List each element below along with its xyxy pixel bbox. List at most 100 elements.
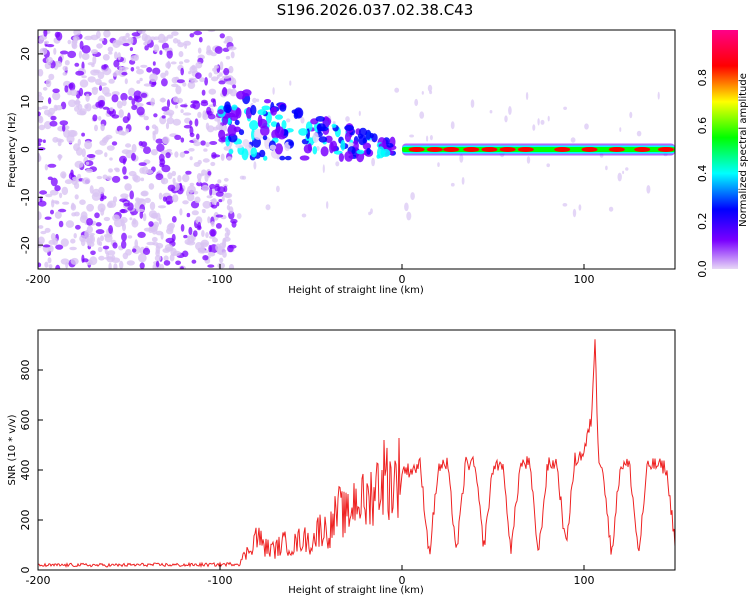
noise-blob xyxy=(196,181,203,187)
snr-x-ticks: -200 -100 0 100 xyxy=(26,565,595,587)
faint-blob xyxy=(504,115,508,123)
noise-blob xyxy=(100,123,105,132)
noise-blob xyxy=(178,51,184,58)
noise-blob xyxy=(183,150,190,154)
noise-blob xyxy=(165,61,172,69)
noise-blob xyxy=(94,149,103,155)
noise-blob xyxy=(115,168,120,173)
y-tick-label: 600 xyxy=(19,410,32,431)
onset-blob xyxy=(269,144,277,150)
noise-blob xyxy=(47,97,52,105)
faint-blob xyxy=(345,116,350,122)
noise-blob xyxy=(79,40,84,50)
y-tick-label: 800 xyxy=(19,360,32,381)
onset-blob xyxy=(288,141,294,146)
noise-blob xyxy=(179,151,186,158)
noise-blob xyxy=(187,81,196,89)
noise-blob xyxy=(151,236,158,243)
onset-blob xyxy=(222,87,228,97)
noise-blob xyxy=(52,88,60,94)
noise-blob xyxy=(109,157,113,161)
faint-blob xyxy=(461,177,465,185)
noise-blob xyxy=(169,254,175,262)
noise-blob xyxy=(87,241,95,247)
noise-blob xyxy=(38,106,43,111)
noise-blob xyxy=(106,202,113,209)
y-tick-label: 200 xyxy=(19,510,32,531)
faint-blob xyxy=(370,208,373,215)
noise-blob xyxy=(215,223,222,229)
noise-blob xyxy=(140,177,145,182)
noise-blob xyxy=(222,75,231,79)
noise-blob xyxy=(92,114,98,122)
noise-blob xyxy=(191,79,199,83)
noise-blob xyxy=(135,197,140,203)
onset-blob xyxy=(261,105,271,111)
noise-blob xyxy=(155,230,163,236)
noise-blob xyxy=(200,101,209,107)
noise-blob xyxy=(197,111,202,118)
noise-blob xyxy=(38,95,44,102)
noise-blob xyxy=(91,220,97,226)
noise-blob xyxy=(108,225,113,234)
noise-blob xyxy=(131,98,136,106)
onset-blob xyxy=(274,143,283,155)
noise-blob xyxy=(122,43,130,47)
noise-blob xyxy=(108,51,113,55)
noise-blob xyxy=(171,83,179,88)
noise-blob xyxy=(38,36,44,44)
noise-blob xyxy=(62,65,69,71)
noise-blob xyxy=(74,106,80,112)
noise-blob xyxy=(226,156,232,161)
noise-blob xyxy=(166,99,171,108)
noise-blob xyxy=(143,115,149,121)
onset-blob xyxy=(251,129,256,141)
noise-blob xyxy=(55,244,64,250)
noise-blob xyxy=(101,64,107,70)
onset-blob xyxy=(260,125,270,136)
noise-blob xyxy=(200,140,206,146)
noise-blob xyxy=(155,266,160,269)
onset-blob xyxy=(228,148,234,155)
noise-blob xyxy=(118,109,124,118)
noise-blob xyxy=(175,97,183,104)
faint-blob xyxy=(272,87,275,95)
noise-blob xyxy=(187,193,195,202)
colorbar-tick-label: 0.6 xyxy=(696,117,709,135)
onset-blob xyxy=(293,107,304,119)
onset-blob xyxy=(270,121,278,127)
faint-blob xyxy=(265,204,271,211)
noise-blob xyxy=(189,182,195,187)
noise-blob xyxy=(131,143,137,153)
noise-blob xyxy=(179,61,184,65)
noise-blob xyxy=(163,47,173,51)
noise-blob xyxy=(125,143,132,148)
noise-blob xyxy=(96,43,103,49)
noise-blob xyxy=(210,229,216,237)
noise-blob xyxy=(47,163,57,168)
noise-blob xyxy=(226,204,231,211)
noise-blob xyxy=(111,114,120,119)
onset-blob xyxy=(227,124,237,137)
noise-blob xyxy=(133,90,142,100)
tone-band-inner xyxy=(402,147,675,152)
noise-blob xyxy=(182,82,187,87)
noise-blob xyxy=(71,202,75,210)
noise-blob xyxy=(174,134,182,140)
snr-x-label: Height of straight line (km) xyxy=(288,585,424,596)
noise-blob xyxy=(68,83,74,89)
noise-blob xyxy=(180,266,184,269)
noise-blob xyxy=(89,185,94,194)
onset-blob xyxy=(259,149,266,158)
noise-blob xyxy=(51,200,59,204)
noise-blob xyxy=(188,148,195,152)
noise-blob xyxy=(71,178,78,186)
y-tick-label: -10 xyxy=(19,188,32,206)
noise-blob xyxy=(97,71,105,80)
noise-blob xyxy=(182,200,189,205)
onset-blob xyxy=(338,153,344,162)
noise-blob xyxy=(222,251,227,258)
noise-blob xyxy=(163,260,171,266)
noise-blob xyxy=(206,195,213,199)
faint-blob xyxy=(253,161,257,170)
